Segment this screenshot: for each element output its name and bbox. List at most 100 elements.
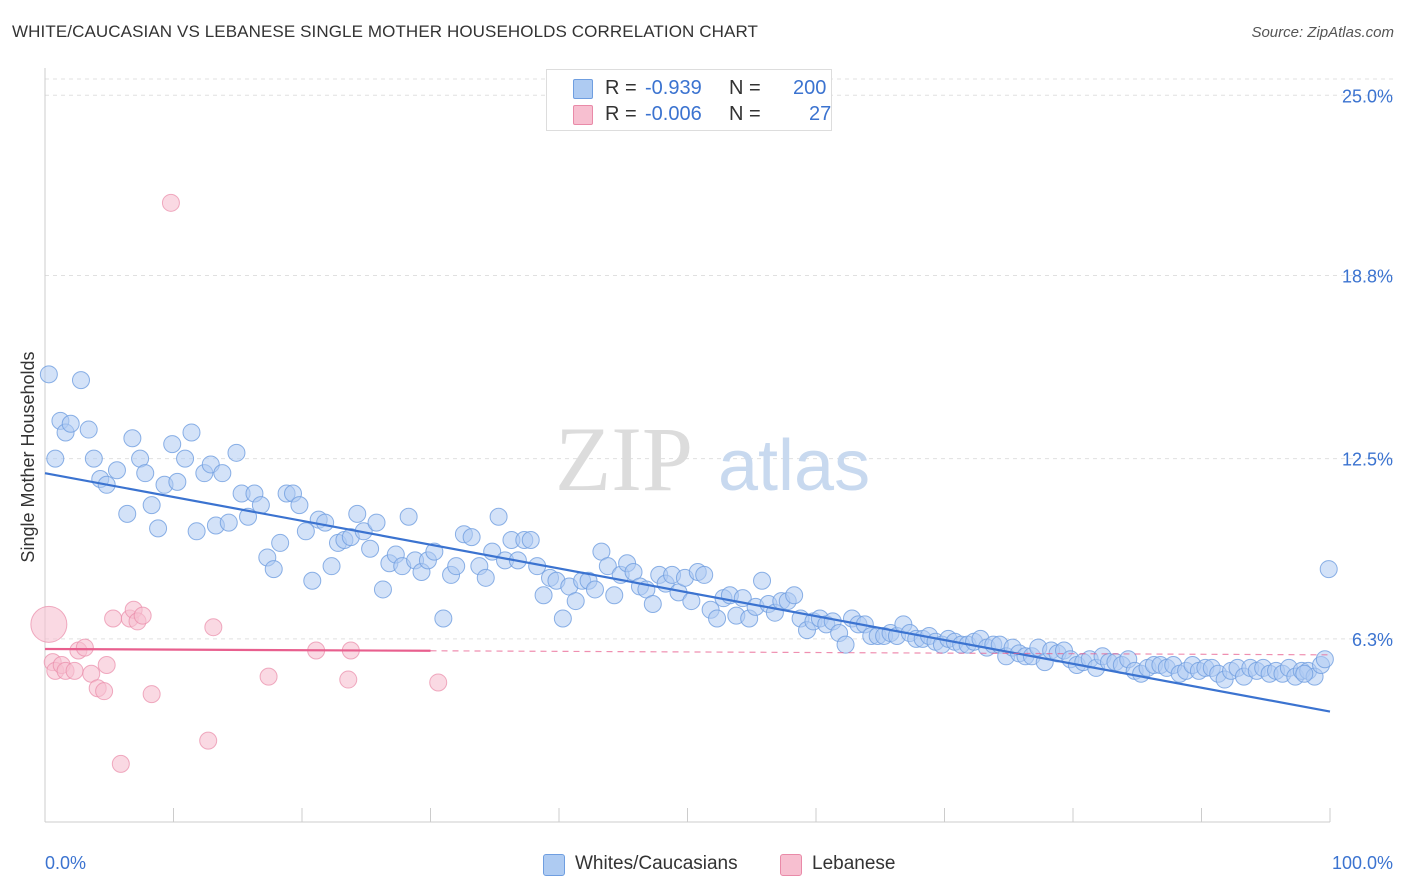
white-point [695, 565, 714, 584]
lebanese-point [75, 638, 94, 657]
legend-r-label: R = [605, 103, 637, 125]
trend-line-lebanese-extension [430, 650, 1331, 656]
watermark-zip: ZIP [555, 408, 693, 510]
white-point [1319, 560, 1338, 579]
x-tick-label: 100.0% [1332, 853, 1393, 873]
legend-n-value: 27 [809, 103, 832, 125]
white-point [118, 504, 137, 523]
white-point [367, 513, 386, 532]
lebanese-point [30, 605, 68, 643]
legend-label-whites: Whites/Caucasians [575, 853, 738, 874]
lebanese-point [199, 731, 218, 750]
legend-r-value: -0.006 [645, 103, 702, 125]
white-point [149, 519, 168, 538]
white-point [46, 449, 65, 468]
lebanese-point [65, 661, 84, 680]
legend-r-label: R = [605, 77, 637, 99]
lebanese-point [142, 685, 161, 704]
white-point [753, 571, 772, 590]
white-point [163, 435, 182, 454]
white-point [264, 560, 283, 579]
white-point [271, 533, 290, 552]
white-point [227, 443, 246, 462]
white-point [39, 365, 58, 384]
white-point [553, 609, 572, 628]
white-point [476, 568, 495, 587]
white-point [361, 539, 380, 558]
white-point [447, 557, 466, 576]
white-point [136, 464, 155, 483]
white-point [462, 528, 481, 547]
white-point [1295, 664, 1314, 683]
series-legend: Whites/Caucasians Lebanese [0, 851, 1406, 877]
white-point [123, 429, 142, 448]
legend-row-whites: R = -0.939 N = 200 [547, 75, 831, 101]
white-point [182, 423, 201, 442]
correlation-legend: R = -0.939 N = 200 R = -0.006 N = 27 [546, 69, 832, 131]
legend-n-label: N = [729, 77, 761, 99]
white-point [605, 586, 624, 605]
y-tick-label: 25.0% [1342, 86, 1393, 106]
lebanese-point [133, 606, 152, 625]
lebanese-point [97, 656, 116, 675]
legend-swatch-blue [573, 79, 593, 99]
y-tick-label: 18.8% [1342, 266, 1393, 286]
lebanese-point [95, 682, 114, 701]
white-point [534, 586, 553, 605]
lebanese-point [111, 754, 130, 773]
trend-line-lebanese [44, 647, 431, 652]
chart-source: Source: ZipAtlas.com [1251, 24, 1394, 41]
white-point [399, 507, 418, 526]
white-point [296, 522, 315, 541]
trend-line-whites [44, 472, 1331, 713]
y-axis-label: Single Mother Households [18, 351, 38, 562]
white-point [142, 496, 161, 515]
white-point [1315, 650, 1334, 669]
legend-r-value: -0.939 [645, 77, 702, 99]
legend-swatch-blue [543, 854, 565, 876]
white-point [836, 635, 855, 654]
white-point [71, 371, 90, 390]
white-point [643, 594, 662, 613]
y-tick-label: 12.5% [1342, 450, 1393, 470]
white-point [322, 557, 341, 576]
white-point [585, 580, 604, 599]
lebanese-point [429, 673, 448, 692]
lebanese-point [104, 609, 123, 628]
white-point [168, 472, 187, 491]
white-point [213, 464, 232, 483]
legend-label-lebanese: Lebanese [812, 853, 896, 874]
white-point [598, 557, 617, 576]
legend-swatch-pink [780, 854, 802, 876]
legend-n-value: 200 [793, 77, 827, 99]
white-point [425, 542, 444, 561]
white-point [785, 586, 804, 605]
white-point [434, 609, 453, 628]
white-point [290, 496, 309, 515]
white-point [61, 414, 80, 433]
white-point [708, 609, 727, 628]
white-point [521, 531, 540, 550]
white-point [348, 504, 367, 523]
white-point [316, 513, 335, 532]
white-point [489, 507, 508, 526]
white-point [303, 571, 322, 590]
lebanese-point [259, 667, 278, 686]
y-tick-label: 6.3% [1352, 630, 1393, 650]
chart-title: WHITE/CAUCASIAN VS LEBANESE SINGLE MOTHE… [12, 22, 759, 41]
white-point [219, 513, 238, 532]
lebanese-point [204, 618, 223, 637]
watermark-atlas: atlas [718, 426, 870, 506]
legend-row-lebanese: R = -0.006 N = 27 [547, 101, 831, 127]
legend-swatch-pink [573, 105, 593, 125]
lebanese-point [339, 670, 358, 689]
lebanese-point [161, 193, 180, 212]
white-point [187, 522, 206, 541]
white-point [84, 449, 103, 468]
legend-n-label: N = [729, 103, 761, 125]
white-point [373, 580, 392, 599]
white-point [107, 461, 126, 480]
x-tick-label: 0.0% [45, 853, 86, 873]
white-point [566, 592, 585, 611]
